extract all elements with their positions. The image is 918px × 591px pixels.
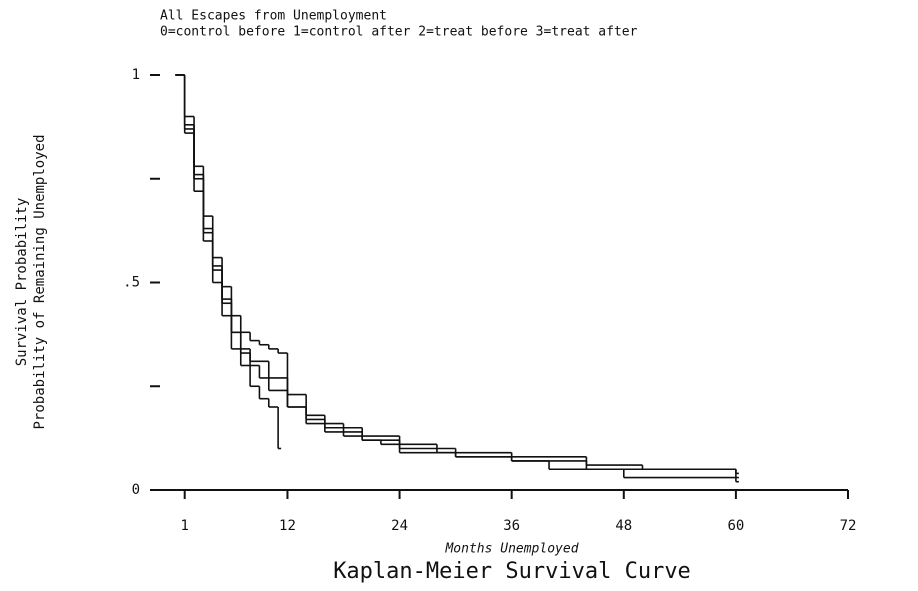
- y-tick-label: 1: [132, 67, 140, 83]
- y-axis-label: Survival Probability: [14, 198, 30, 367]
- x-tick-label: 36: [503, 518, 520, 534]
- x-tick-label: 48: [615, 518, 632, 534]
- chart-title: All Escapes from Unemployment: [160, 9, 387, 24]
- chart-subtitle: 0=control before 1=control after 2=treat…: [160, 25, 638, 40]
- x-tick-label: 12: [279, 518, 296, 534]
- x-tick-label: 24: [391, 518, 408, 534]
- y-axis-label: Probability of Remaining Unemployed: [32, 134, 48, 429]
- x-tick-label: 1: [180, 518, 188, 534]
- x-axis-label: Months Unemployed: [444, 542, 578, 557]
- x-tick-label: 60: [727, 518, 744, 534]
- caption: Kaplan-Meier Survival Curve: [333, 559, 691, 584]
- y-tick-label: .5: [123, 275, 140, 291]
- x-tick-label: 72: [840, 518, 857, 534]
- y-tick-label: 0: [132, 482, 140, 498]
